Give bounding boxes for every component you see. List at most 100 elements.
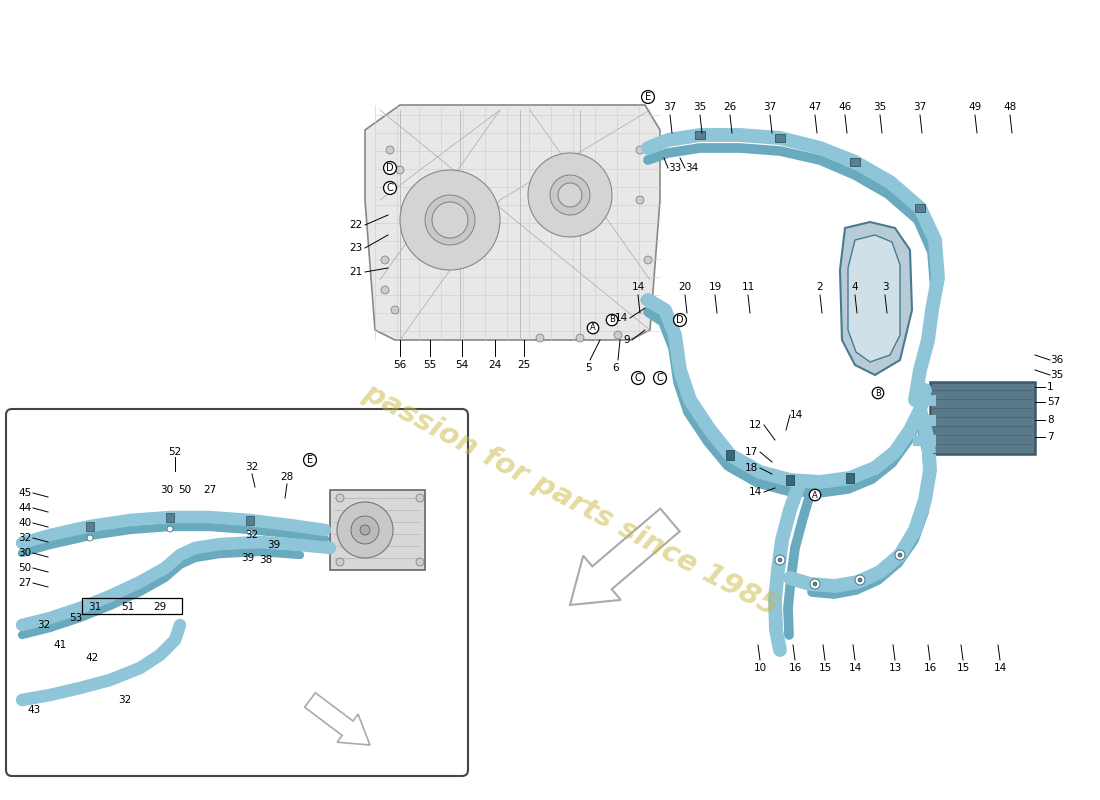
Text: 45: 45 bbox=[18, 488, 31, 498]
Circle shape bbox=[360, 525, 370, 535]
Text: A: A bbox=[812, 490, 818, 499]
Bar bbox=[86, 522, 94, 531]
Circle shape bbox=[813, 582, 817, 586]
Circle shape bbox=[336, 494, 344, 502]
Text: 11: 11 bbox=[741, 282, 755, 292]
Text: 54: 54 bbox=[455, 360, 469, 370]
Circle shape bbox=[644, 256, 652, 264]
Text: 20: 20 bbox=[679, 282, 692, 292]
Text: 48: 48 bbox=[1003, 102, 1016, 112]
Circle shape bbox=[858, 578, 862, 582]
Text: B: B bbox=[609, 315, 615, 325]
Text: 35: 35 bbox=[873, 102, 887, 112]
Text: 32: 32 bbox=[119, 695, 132, 705]
Text: 26: 26 bbox=[724, 102, 737, 112]
Circle shape bbox=[810, 579, 820, 589]
Text: 32: 32 bbox=[18, 533, 31, 543]
Circle shape bbox=[576, 334, 584, 342]
Text: 35: 35 bbox=[1050, 370, 1064, 380]
Text: 25: 25 bbox=[517, 360, 530, 370]
Circle shape bbox=[381, 286, 389, 294]
Text: 37: 37 bbox=[663, 102, 676, 112]
Text: 32: 32 bbox=[245, 530, 258, 540]
Circle shape bbox=[390, 306, 399, 314]
Text: 39: 39 bbox=[267, 540, 280, 550]
Text: 13: 13 bbox=[889, 663, 902, 673]
Text: 41: 41 bbox=[54, 640, 67, 650]
Circle shape bbox=[895, 550, 905, 560]
Text: C: C bbox=[657, 373, 663, 383]
Text: passion for parts since 1985: passion for parts since 1985 bbox=[358, 378, 782, 622]
Text: 21: 21 bbox=[349, 267, 362, 277]
Bar bbox=[915, 204, 925, 212]
Text: 14: 14 bbox=[993, 663, 1007, 673]
Text: C: C bbox=[386, 183, 394, 193]
FancyBboxPatch shape bbox=[6, 409, 468, 776]
Circle shape bbox=[528, 153, 612, 237]
Circle shape bbox=[636, 146, 644, 154]
Text: 12: 12 bbox=[749, 420, 762, 430]
Text: 15: 15 bbox=[818, 663, 832, 673]
Text: 27: 27 bbox=[18, 578, 31, 588]
Text: 51: 51 bbox=[121, 602, 134, 612]
Text: 56: 56 bbox=[394, 360, 407, 370]
Bar bbox=[82, 598, 182, 614]
Bar bbox=[850, 158, 860, 166]
Text: 39: 39 bbox=[241, 553, 254, 563]
Circle shape bbox=[167, 526, 173, 532]
Bar bbox=[930, 382, 1035, 454]
Circle shape bbox=[636, 196, 644, 204]
Text: B: B bbox=[876, 389, 881, 398]
Text: 47: 47 bbox=[808, 102, 822, 112]
Text: 42: 42 bbox=[86, 653, 99, 663]
Text: 53: 53 bbox=[68, 613, 82, 623]
Text: 7: 7 bbox=[1047, 432, 1054, 442]
Text: 14: 14 bbox=[749, 487, 762, 497]
Bar bbox=[776, 134, 785, 142]
Text: 46: 46 bbox=[838, 102, 851, 112]
Polygon shape bbox=[365, 105, 660, 340]
Circle shape bbox=[381, 256, 389, 264]
FancyArrow shape bbox=[305, 693, 370, 745]
Text: 6: 6 bbox=[613, 363, 619, 373]
Text: 4: 4 bbox=[851, 282, 858, 292]
Text: 38: 38 bbox=[260, 555, 273, 565]
Circle shape bbox=[614, 331, 622, 339]
Text: 5: 5 bbox=[585, 363, 592, 373]
Circle shape bbox=[248, 529, 253, 535]
Circle shape bbox=[87, 535, 94, 541]
Polygon shape bbox=[840, 222, 912, 375]
Text: 16: 16 bbox=[923, 663, 936, 673]
Text: 32: 32 bbox=[245, 462, 258, 472]
Text: E: E bbox=[307, 455, 314, 465]
Circle shape bbox=[641, 296, 649, 304]
Text: 30: 30 bbox=[161, 485, 174, 495]
Text: D: D bbox=[676, 315, 684, 325]
Circle shape bbox=[558, 183, 582, 207]
Text: 52: 52 bbox=[168, 447, 182, 457]
Text: 50: 50 bbox=[178, 485, 191, 495]
Text: 34: 34 bbox=[685, 163, 698, 173]
Text: 14: 14 bbox=[615, 313, 628, 323]
Bar bbox=[846, 473, 854, 483]
Text: E: E bbox=[645, 92, 651, 102]
Circle shape bbox=[400, 170, 500, 270]
Bar bbox=[246, 516, 254, 525]
Text: 43: 43 bbox=[28, 705, 41, 715]
Text: 2: 2 bbox=[816, 282, 823, 292]
Text: 36: 36 bbox=[1050, 355, 1064, 365]
Text: 37: 37 bbox=[763, 102, 777, 112]
Text: 15: 15 bbox=[956, 663, 969, 673]
Bar bbox=[695, 131, 705, 139]
Text: 31: 31 bbox=[88, 602, 101, 612]
Text: 44: 44 bbox=[18, 503, 31, 513]
Text: 1: 1 bbox=[1047, 382, 1054, 392]
Text: 9: 9 bbox=[624, 335, 630, 345]
Text: A: A bbox=[590, 323, 596, 333]
Circle shape bbox=[536, 334, 544, 342]
Circle shape bbox=[855, 575, 865, 585]
Circle shape bbox=[416, 558, 424, 566]
Text: 50: 50 bbox=[18, 563, 31, 573]
Text: C: C bbox=[635, 373, 641, 383]
Text: 14: 14 bbox=[631, 282, 645, 292]
